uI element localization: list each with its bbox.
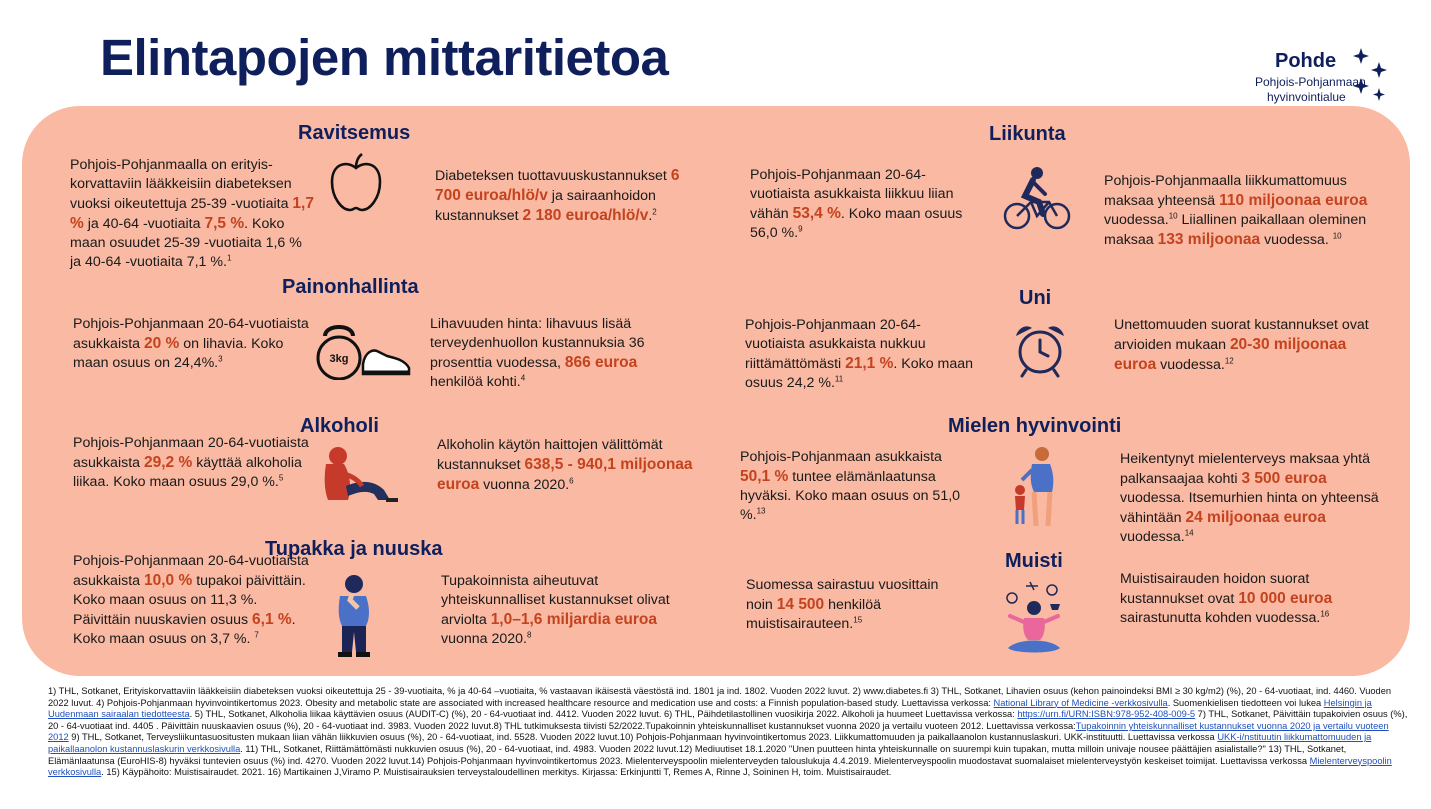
footnote-link-urn[interactable]: https://urn.fi/URN:ISBN:978-952-408-009-… xyxy=(1017,709,1196,720)
footnote-link-nlm[interactable]: National Library of Medicine -verkkosivu… xyxy=(993,697,1168,708)
footnote-link-mielenterveyspooli[interactable]: Mielenterveyspoolin verkkosivulla xyxy=(48,755,1392,778)
meditating-person-icon xyxy=(1006,581,1060,653)
logo-name: Pohde xyxy=(1275,50,1337,72)
page-title: Elintapojen mittaritietoa xyxy=(100,29,669,86)
parent-child-icon xyxy=(1015,447,1054,527)
section-title-ravitsemus: Ravitsemus xyxy=(298,122,411,144)
footnote-link-ukk[interactable]: UKK-i/nstituutin liikkumattomuuden ja pa… xyxy=(48,732,1372,754)
footnote-link-hus[interactable]: Helsingin ja Uudenmaan sairaalan tiedott… xyxy=(48,697,1372,720)
uni-left-text: Pohjois-Pohjanmaan 20-64-vuotiaista asuk… xyxy=(745,317,974,391)
mieli-left-text: Pohjois-Pohjanmaan asukkaista 50,1 % tun… xyxy=(740,449,961,523)
ravitsemus-left-text: Pohjois-Pohjanmaalla on erityis-korvatta… xyxy=(70,157,314,270)
footnote-link-tupakointi[interactable]: Tupakoinnin yhteiskunnalliset kustannuks… xyxy=(48,720,1389,743)
muisti-left-text: Suomessa sairastuu vuosittain noin 14 50… xyxy=(746,577,939,632)
sitting-person-icon xyxy=(324,447,398,502)
section-title-muisti: Muisti xyxy=(1005,550,1063,572)
alkoholi-right-text: Alkoholin käytön haittojen välittömät ku… xyxy=(437,437,693,493)
section-title-uni: Uni xyxy=(1019,287,1052,309)
painonhallinta-right-text: Lihavuuden hinta: lihavuus lisää terveyd… xyxy=(430,316,645,390)
alarm-clock-icon xyxy=(1016,326,1064,378)
cyclist-icon xyxy=(1003,167,1071,230)
mieli-right-text: Heikentynyt mielenterveys maksaa yhtä pa… xyxy=(1120,451,1379,545)
thinking-person-icon xyxy=(338,575,370,657)
pohde-logo: Pohde Pohjois-Pohjanmaan hyvinvointialue xyxy=(1255,48,1425,108)
section-title-mieli: Mielen hyvinvointi xyxy=(948,415,1122,437)
ravitsemus-right-text: Diabeteksen tuottavuuskustannukset 6 700… xyxy=(435,167,680,224)
footnotes: 1) THL, Sotkanet, Erityiskorvattaviin lä… xyxy=(48,686,1408,778)
section-title-liikunta: Liikunta xyxy=(989,123,1066,145)
content-panel xyxy=(22,106,1410,676)
kettlebell-shoe-icon: 3kg xyxy=(316,325,411,380)
tupakka-right-text: Tupakoinnista aiheutuvat yhteiskunnallis… xyxy=(441,573,670,647)
apple-icon xyxy=(330,152,382,212)
star-logo-icon xyxy=(1353,48,1387,101)
alkoholi-left-text: Pohjois-Pohjanmaan 20-64-vuotiaista asuk… xyxy=(73,435,309,490)
section-title-painonhallinta: Painonhallinta xyxy=(282,276,419,298)
kettlebell-label: 3kg xyxy=(330,353,349,365)
liikunta-right-text: Pohjois-Pohjanmaalla liikkumattomuus mak… xyxy=(1104,173,1368,248)
section-title-tupakka: Tupakka ja nuuska xyxy=(265,538,443,560)
uni-right-text: Unettomuuden suorat kustannukset ovat ar… xyxy=(1114,317,1369,373)
tupakka-left-text: Pohjois-Pohjanmaan 20-64-vuotiaista asuk… xyxy=(73,553,309,647)
logo-subtitle-2: hyvinvointialue xyxy=(1267,90,1346,104)
section-title-alkoholi: Alkoholi xyxy=(300,415,379,437)
liikunta-left-text: Pohjois-Pohjanmaan 20-64-vuotiaista asuk… xyxy=(750,167,963,241)
painonhallinta-left-text: Pohjois-Pohjanmaan 20-64-vuotiaista asuk… xyxy=(73,316,309,371)
muisti-right-text: Muistisairauden hoidon suorat kustannuks… xyxy=(1120,571,1333,626)
logo-subtitle-1: Pohjois-Pohjanmaan xyxy=(1255,75,1366,89)
